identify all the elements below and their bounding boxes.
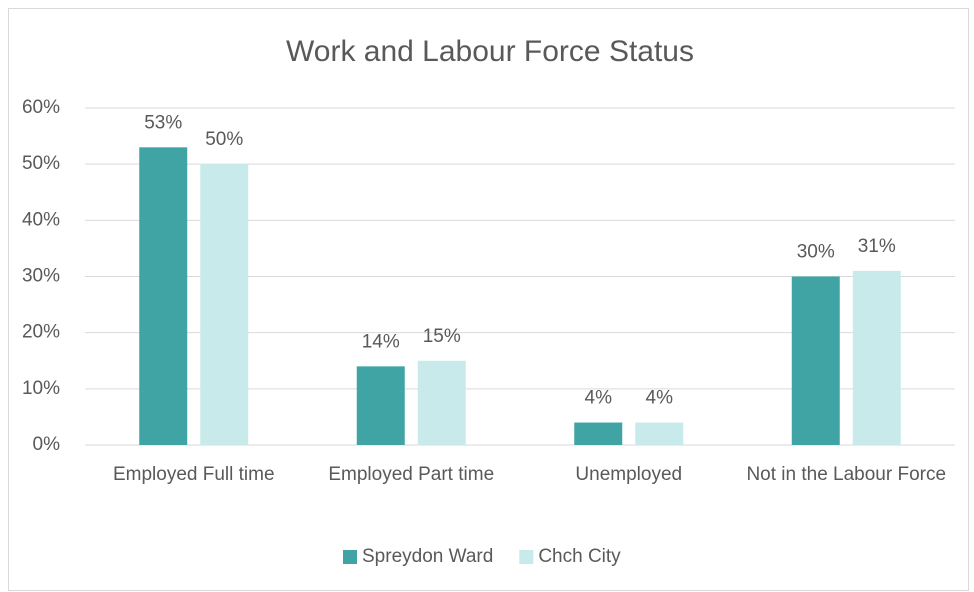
- y-tick-label: 50%: [22, 153, 60, 174]
- legend-swatch: [343, 550, 357, 564]
- chart-title: Work and Labour Force Status: [286, 35, 694, 68]
- x-tick-label: Employed Part time: [328, 464, 495, 485]
- bar: [852, 270, 901, 445]
- data-label: 14%: [362, 331, 400, 352]
- bar: [574, 422, 623, 445]
- data-label: 4%: [646, 388, 674, 409]
- bar: [200, 164, 249, 445]
- y-tick-label: 20%: [22, 322, 60, 343]
- y-tick-label: 10%: [22, 378, 60, 399]
- bar: [356, 366, 405, 445]
- data-label: 4%: [585, 388, 613, 409]
- x-tick-label: Not in the Labour Force: [746, 464, 947, 485]
- bar: [635, 422, 684, 445]
- legend-label: Chch City: [538, 546, 621, 567]
- data-label: 15%: [423, 326, 461, 347]
- y-tick-label: 60%: [22, 97, 60, 118]
- bar: [791, 276, 840, 445]
- x-tick-label: Employed Full time: [112, 464, 275, 485]
- legend-label: Spreydon Ward: [362, 546, 493, 567]
- legend-swatch: [519, 550, 534, 564]
- data-label: 53%: [144, 112, 182, 133]
- y-tick-label: 30%: [22, 266, 60, 287]
- y-tick-label: 40%: [22, 209, 60, 230]
- data-label: 50%: [205, 129, 243, 150]
- bar: [139, 147, 188, 446]
- bar: [417, 360, 466, 445]
- data-label: 31%: [858, 236, 896, 257]
- y-tick-label: 0%: [33, 434, 61, 455]
- data-label: 30%: [797, 242, 835, 263]
- x-tick-label: Unemployed: [575, 464, 683, 485]
